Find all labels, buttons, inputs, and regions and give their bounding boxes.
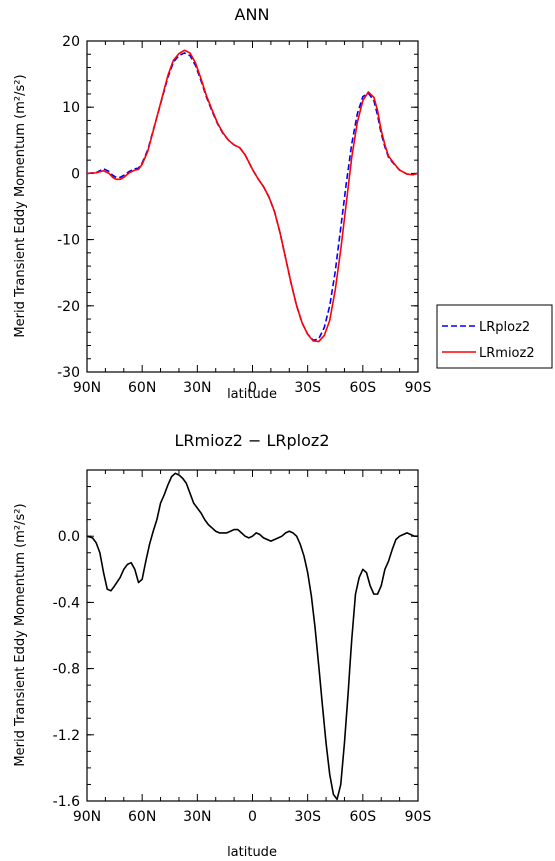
top-chart-y-tick-label: 0 — [71, 166, 80, 182]
legend-label-lrploz2: LRploz2 — [479, 320, 530, 335]
top-chart-y-axis-label: Merid Transient Eddy Momentum (m²/s²) — [13, 74, 28, 337]
bottom-chart-y-tick-label: -0.4 — [53, 595, 80, 611]
top-chart-title: ANN — [235, 5, 270, 24]
top-chart-x-tick-label: 0 — [248, 380, 257, 396]
legend-label-lrmioz2: LRmioz2 — [479, 346, 535, 361]
top-chart-x-tick-label: 60N — [128, 380, 156, 396]
bottom-chart-y-tick-label: -1.6 — [53, 794, 80, 810]
bottom-chart-x-tick-label: 0 — [248, 809, 257, 825]
top-chart-x-tick-label: 30N — [183, 380, 211, 396]
top-chart-x-tick-label: 90N — [73, 380, 101, 396]
top-chart-x-tick-label: 30S — [294, 380, 321, 396]
bottom-chart-x-tick-label: 30S — [294, 809, 321, 825]
bottom-chart-x-tick-label: 90N — [73, 809, 101, 825]
bottom-chart-y-axis-label: Merid Transient Eddy Momentum (m²/s²) — [13, 503, 28, 766]
top-chart-series-line-lrmioz2 — [86, 49, 419, 343]
top-chart-y-tick-label: 10 — [62, 100, 80, 116]
top-chart-y-tick-label: 20 — [62, 34, 80, 50]
bottom-chart-frame — [86, 469, 419, 802]
bottom-chart-x-axis-label: latitude — [227, 845, 277, 860]
top-chart-x-tick-label: 90S — [405, 380, 432, 396]
bottom-chart-x-tick-label: 30N — [183, 809, 211, 825]
bottom-chart-x-tick-label: 60S — [349, 809, 376, 825]
top-chart-legend — [436, 304, 553, 369]
bottom-chart-x-tick-label: 60N — [128, 809, 156, 825]
top-chart-x-axis-label: latitude — [227, 387, 277, 402]
bottom-chart-title: LRmioz2 − LRploz2 — [174, 431, 329, 450]
top-chart-y-tick-label: -20 — [57, 299, 80, 315]
top-chart-x-tick-label: 60S — [349, 380, 376, 396]
bottom-chart-y-tick-label: 0.0 — [58, 529, 80, 545]
top-chart-frame — [86, 40, 419, 373]
bottom-chart-y-tick-label: -1.2 — [53, 728, 80, 744]
bottom-chart-y-tick-label: -0.8 — [53, 662, 80, 678]
bottom-chart-series-line-difference — [86, 472, 418, 801]
top-chart-y-tick-label: -10 — [57, 233, 80, 249]
top-chart-y-tick-label: -30 — [57, 365, 80, 381]
bottom-chart-x-tick-label: 90S — [405, 809, 432, 825]
top-chart-series-line-lrploz2 — [86, 52, 419, 342]
